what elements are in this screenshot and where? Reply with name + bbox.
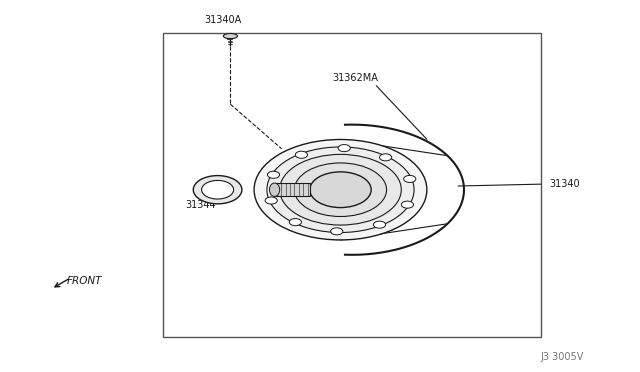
Text: 31362MA: 31362MA: [333, 73, 379, 83]
Ellipse shape: [202, 180, 234, 199]
Ellipse shape: [310, 172, 371, 208]
Ellipse shape: [404, 175, 416, 182]
Bar: [163, 33, 541, 337]
Ellipse shape: [374, 221, 386, 228]
Ellipse shape: [280, 154, 401, 225]
Bar: [275, 183, 310, 196]
Ellipse shape: [267, 147, 414, 232]
Ellipse shape: [254, 140, 427, 240]
Text: 31344: 31344: [186, 200, 216, 209]
Text: 31340A: 31340A: [205, 16, 242, 25]
Text: J3 3005V: J3 3005V: [541, 352, 584, 362]
Ellipse shape: [268, 171, 280, 178]
Ellipse shape: [289, 219, 301, 226]
Ellipse shape: [193, 176, 242, 204]
Ellipse shape: [380, 154, 392, 161]
Text: FRONT: FRONT: [67, 276, 102, 286]
Ellipse shape: [269, 183, 280, 196]
Ellipse shape: [265, 197, 277, 204]
Ellipse shape: [338, 145, 350, 152]
Ellipse shape: [295, 151, 307, 158]
Text: 31340: 31340: [549, 179, 580, 189]
Ellipse shape: [401, 201, 413, 208]
Ellipse shape: [294, 163, 387, 217]
Ellipse shape: [331, 228, 343, 235]
Ellipse shape: [223, 33, 237, 39]
